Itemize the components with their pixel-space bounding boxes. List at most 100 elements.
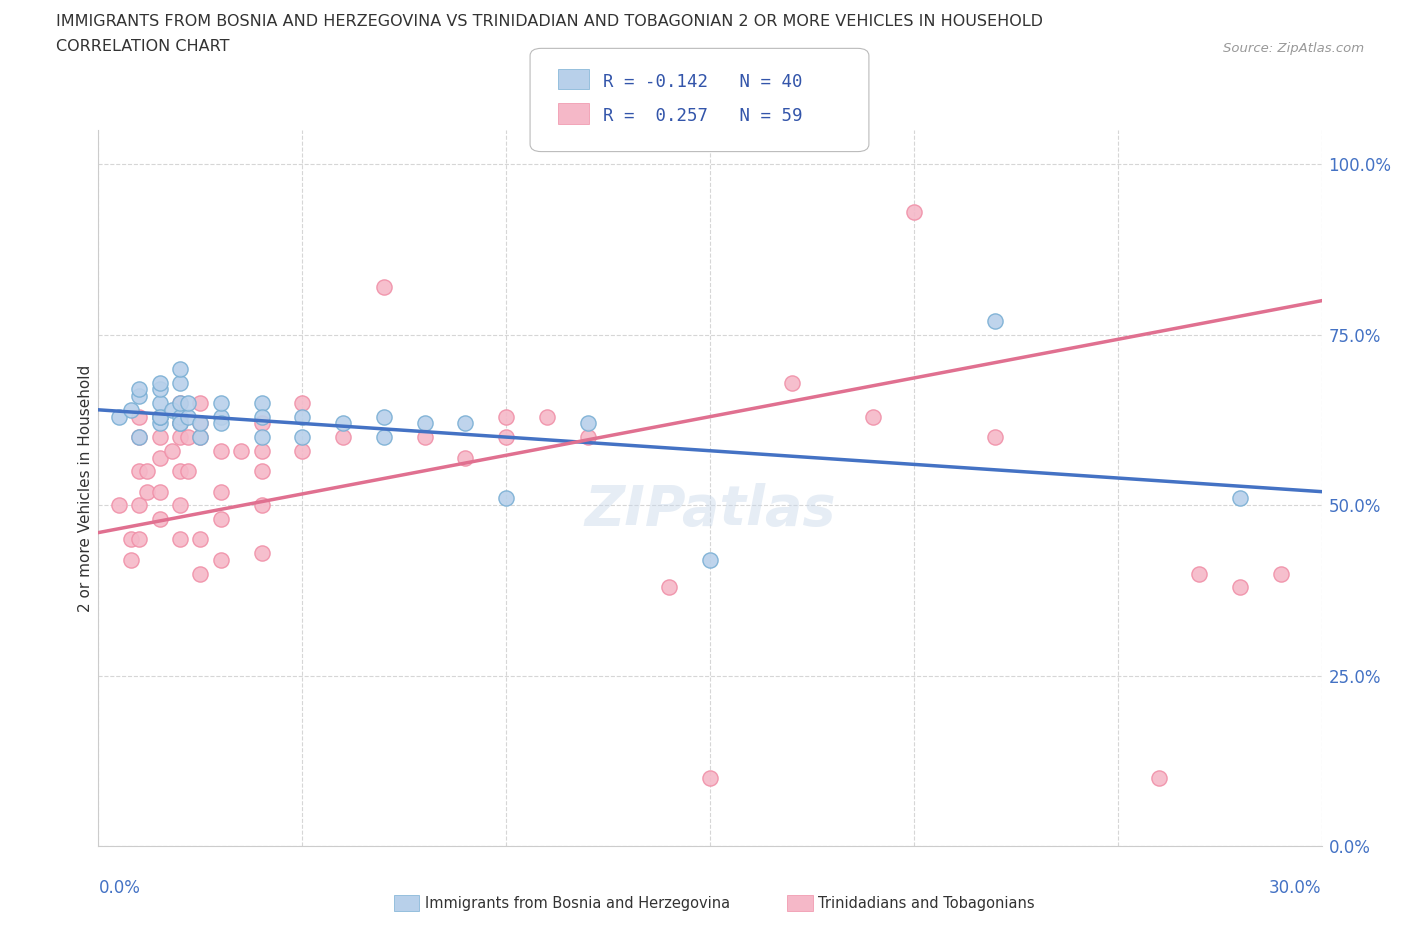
Point [291,395,314,410]
Point [250,416,273,431]
Point [149,409,172,424]
Point [291,430,314,445]
Point [188,416,212,431]
Text: 30.0%: 30.0% [1270,879,1322,897]
Point [576,416,599,431]
Point [332,416,354,431]
Point [149,416,172,431]
Point [160,403,183,418]
Point [1188,566,1211,581]
Point [536,409,558,424]
Point [149,430,172,445]
Point [120,403,142,418]
Point [169,395,191,410]
Point [250,546,273,561]
Point [160,444,183,458]
Point [454,416,477,431]
Point [209,512,232,526]
Point [169,375,191,390]
Point [576,430,599,445]
Point [373,409,395,424]
Point [188,430,212,445]
Point [188,395,212,410]
Point [984,313,1007,328]
Point [149,409,172,424]
Point [1229,491,1251,506]
Point [373,430,395,445]
Text: 0.0%: 0.0% [98,879,141,897]
Point [149,485,172,499]
Point [413,430,436,445]
Point [250,395,273,410]
Point [169,430,191,445]
Text: R = -0.142   N = 40: R = -0.142 N = 40 [603,73,803,91]
Point [149,382,172,397]
Point [128,498,150,512]
Point [780,375,803,390]
Point [1270,566,1292,581]
Point [1229,579,1251,594]
Point [169,416,191,431]
Point [862,409,884,424]
Point [169,498,191,512]
Point [250,444,273,458]
Point [495,430,517,445]
Text: Source: ZipAtlas.com: Source: ZipAtlas.com [1223,42,1364,55]
Point [177,430,200,445]
Point [495,491,517,506]
Point [250,498,273,512]
Point [209,485,232,499]
Point [291,409,314,424]
Point [250,430,273,445]
Point [209,395,232,410]
Text: ZIPatlas: ZIPatlas [585,483,835,537]
Point [291,444,314,458]
Point [177,464,200,479]
Point [120,552,142,567]
Point [128,430,150,445]
Point [169,409,191,424]
Point [108,409,131,424]
Point [495,409,517,424]
Point [250,464,273,479]
Point [149,409,172,424]
Point [188,532,212,547]
Point [149,512,172,526]
Point [413,416,436,431]
Point [128,532,150,547]
Point [209,409,232,424]
Point [128,382,150,397]
Point [169,416,191,431]
Point [699,552,721,567]
Point [332,430,354,445]
Point [209,552,232,567]
Point [169,362,191,377]
Text: Immigrants from Bosnia and Herzegovina: Immigrants from Bosnia and Herzegovina [425,896,730,910]
Point [136,464,159,479]
Text: R =  0.257   N = 59: R = 0.257 N = 59 [603,107,803,126]
Point [177,395,200,410]
Point [250,409,273,424]
Point [231,444,253,458]
Point [658,579,681,594]
Point [373,280,395,295]
Point [903,205,925,219]
Point [454,450,477,465]
Point [984,430,1007,445]
Point [699,771,721,786]
Point [128,409,150,424]
Point [169,532,191,547]
Point [108,498,131,512]
Point [188,430,212,445]
Point [188,566,212,581]
Point [209,444,232,458]
Y-axis label: 2 or more Vehicles in Household: 2 or more Vehicles in Household [77,365,93,612]
Point [209,416,232,431]
Point [188,416,212,431]
Point [169,395,191,410]
Point [169,416,191,431]
Point [128,389,150,404]
Point [177,409,200,424]
Point [169,464,191,479]
Text: Trinidadians and Tobagonians: Trinidadians and Tobagonians [818,896,1035,910]
